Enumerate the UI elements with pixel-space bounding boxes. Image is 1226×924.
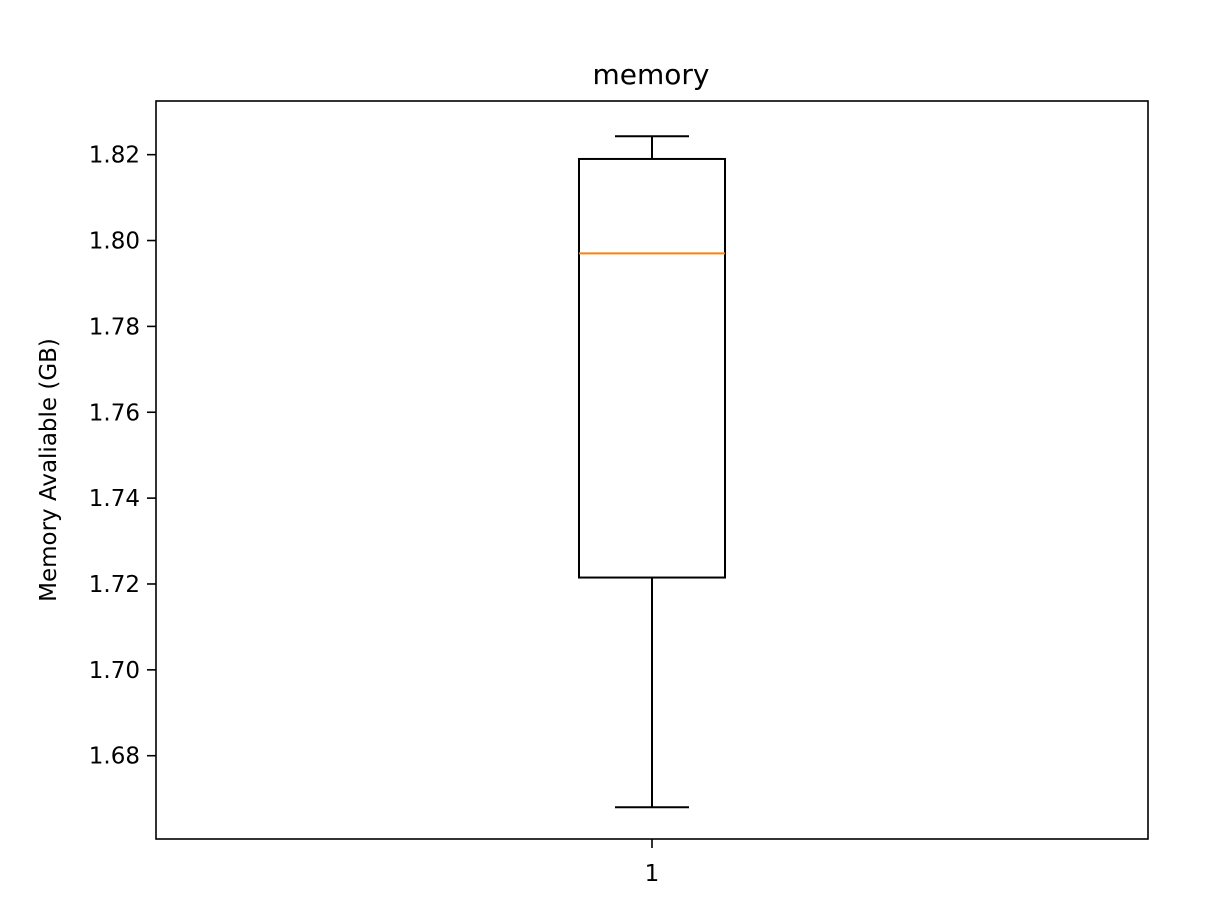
plot-area-frame (155, 100, 1149, 840)
y-tick-label: 1.76 (89, 400, 140, 426)
y-axis-title: Memory Avaliable (GB) (36, 338, 62, 602)
y-tick-label: 1.72 (89, 572, 140, 598)
y-tick-label: 1.78 (89, 314, 140, 340)
y-axis-ticks: 1.68 1.70 1.72 1.74 1.76 1.78 1.80 1.82 (89, 143, 156, 770)
y-tick-label: 1.74 (89, 486, 140, 512)
chart-title: memory (593, 58, 710, 91)
x-axis-ticks: 1 (645, 839, 660, 887)
interquartile-box (578, 157, 726, 579)
box-plot-item (578, 135, 726, 809)
y-tick-label: 1.80 (89, 229, 140, 255)
y-tick-label: 1.82 (89, 143, 140, 169)
y-tick-label: 1.70 (89, 658, 140, 684)
box-series (578, 135, 726, 809)
x-tick-label: 1 (645, 861, 660, 887)
y-tick-label: 1.68 (89, 744, 140, 770)
